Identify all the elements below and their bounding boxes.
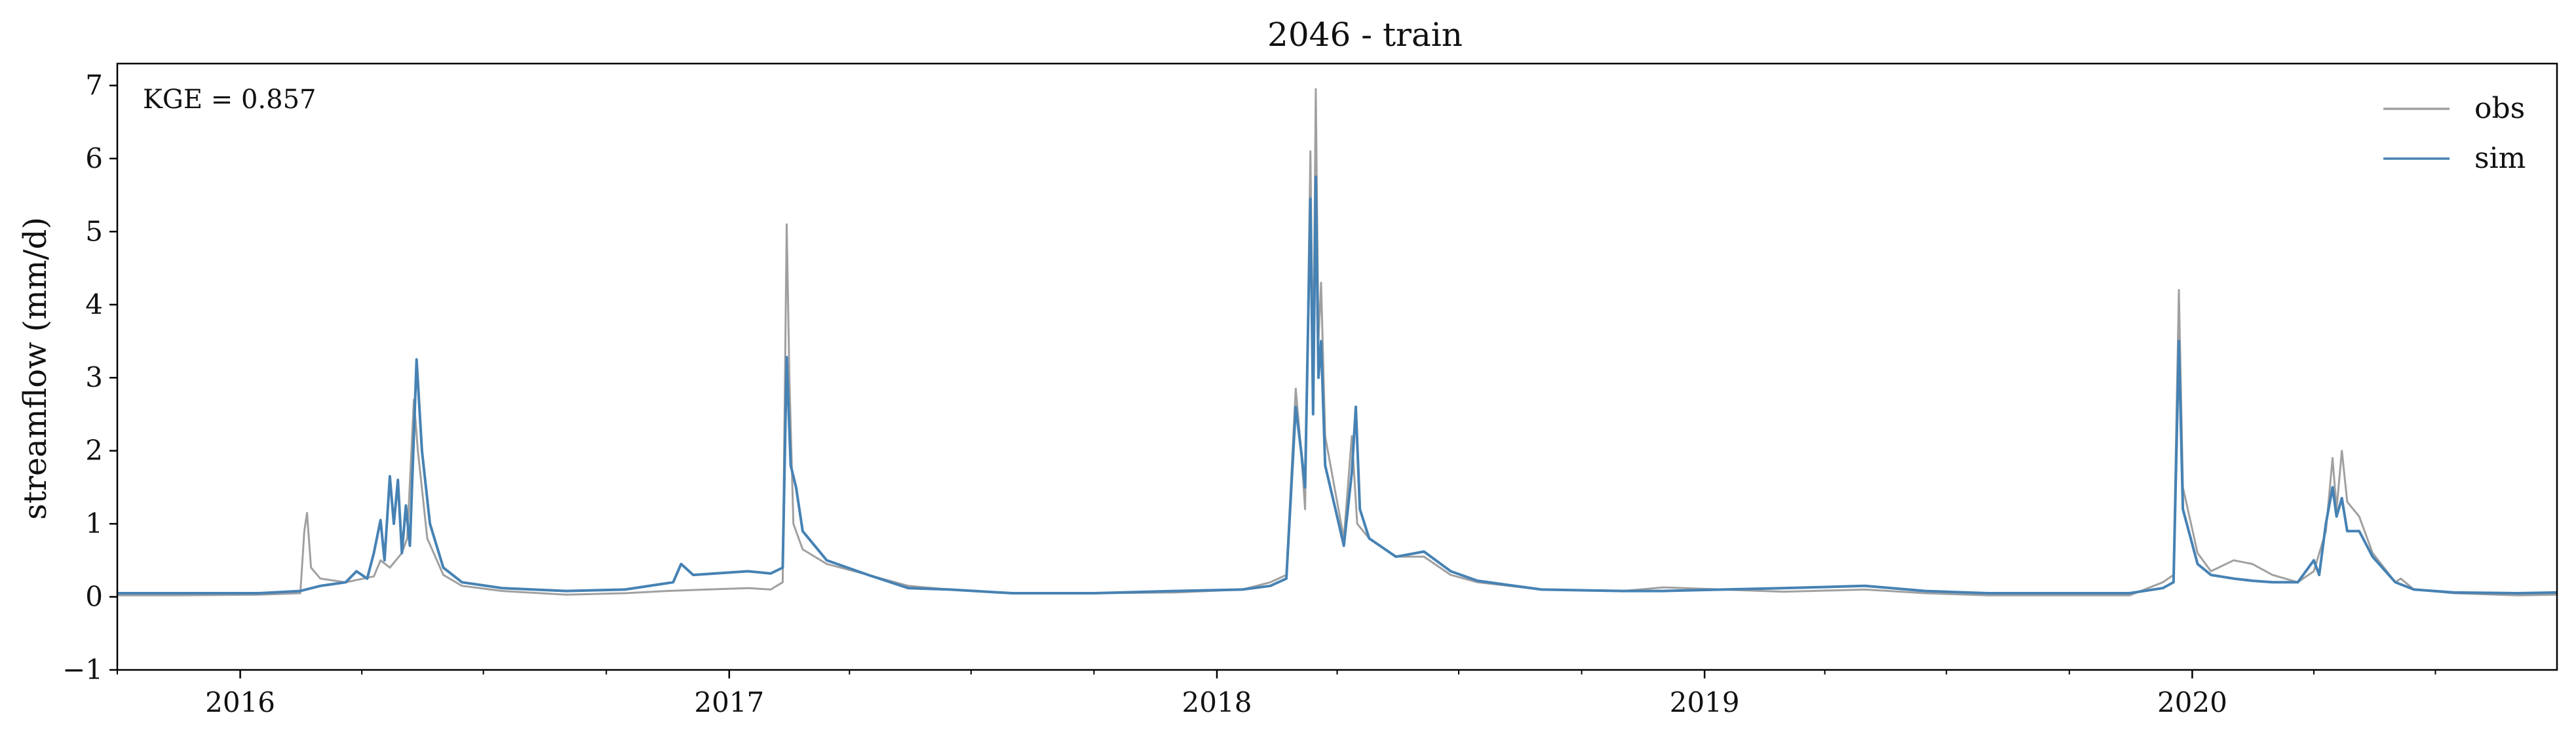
plot-frame — [116, 62, 2558, 671]
y-tick-label: 7 — [85, 69, 103, 101]
x-tick-label: 2016 — [205, 686, 275, 718]
legend-label-obs: obs — [2474, 92, 2525, 125]
legend: obs sim — [2383, 92, 2526, 175]
x-tick-label: 2020 — [2157, 686, 2227, 718]
y-tick-label: −1 — [62, 654, 103, 686]
y-tick-label: 0 — [85, 581, 103, 613]
series-line-obs — [117, 88, 2557, 596]
chart-title: 2046 - train — [1267, 16, 1463, 54]
x-tick-label: 2017 — [694, 686, 764, 718]
x-tick-label: 2019 — [1670, 686, 1740, 718]
y-axis-label: streamflow (mm/d) — [17, 217, 54, 520]
y-tick-label: 4 — [85, 288, 103, 321]
y-tick-label: 5 — [85, 215, 103, 247]
series-line-sim — [117, 175, 2557, 595]
y-tick-label: 1 — [85, 507, 103, 539]
y-tick-label: 2 — [85, 435, 103, 467]
y-tick-label: 3 — [85, 361, 103, 393]
kge-annotation: KGE = 0.857 — [143, 85, 317, 115]
legend-label-sim: sim — [2474, 142, 2526, 175]
y-tick-label: 6 — [85, 142, 103, 174]
x-tick-label: 2018 — [1182, 686, 1252, 718]
